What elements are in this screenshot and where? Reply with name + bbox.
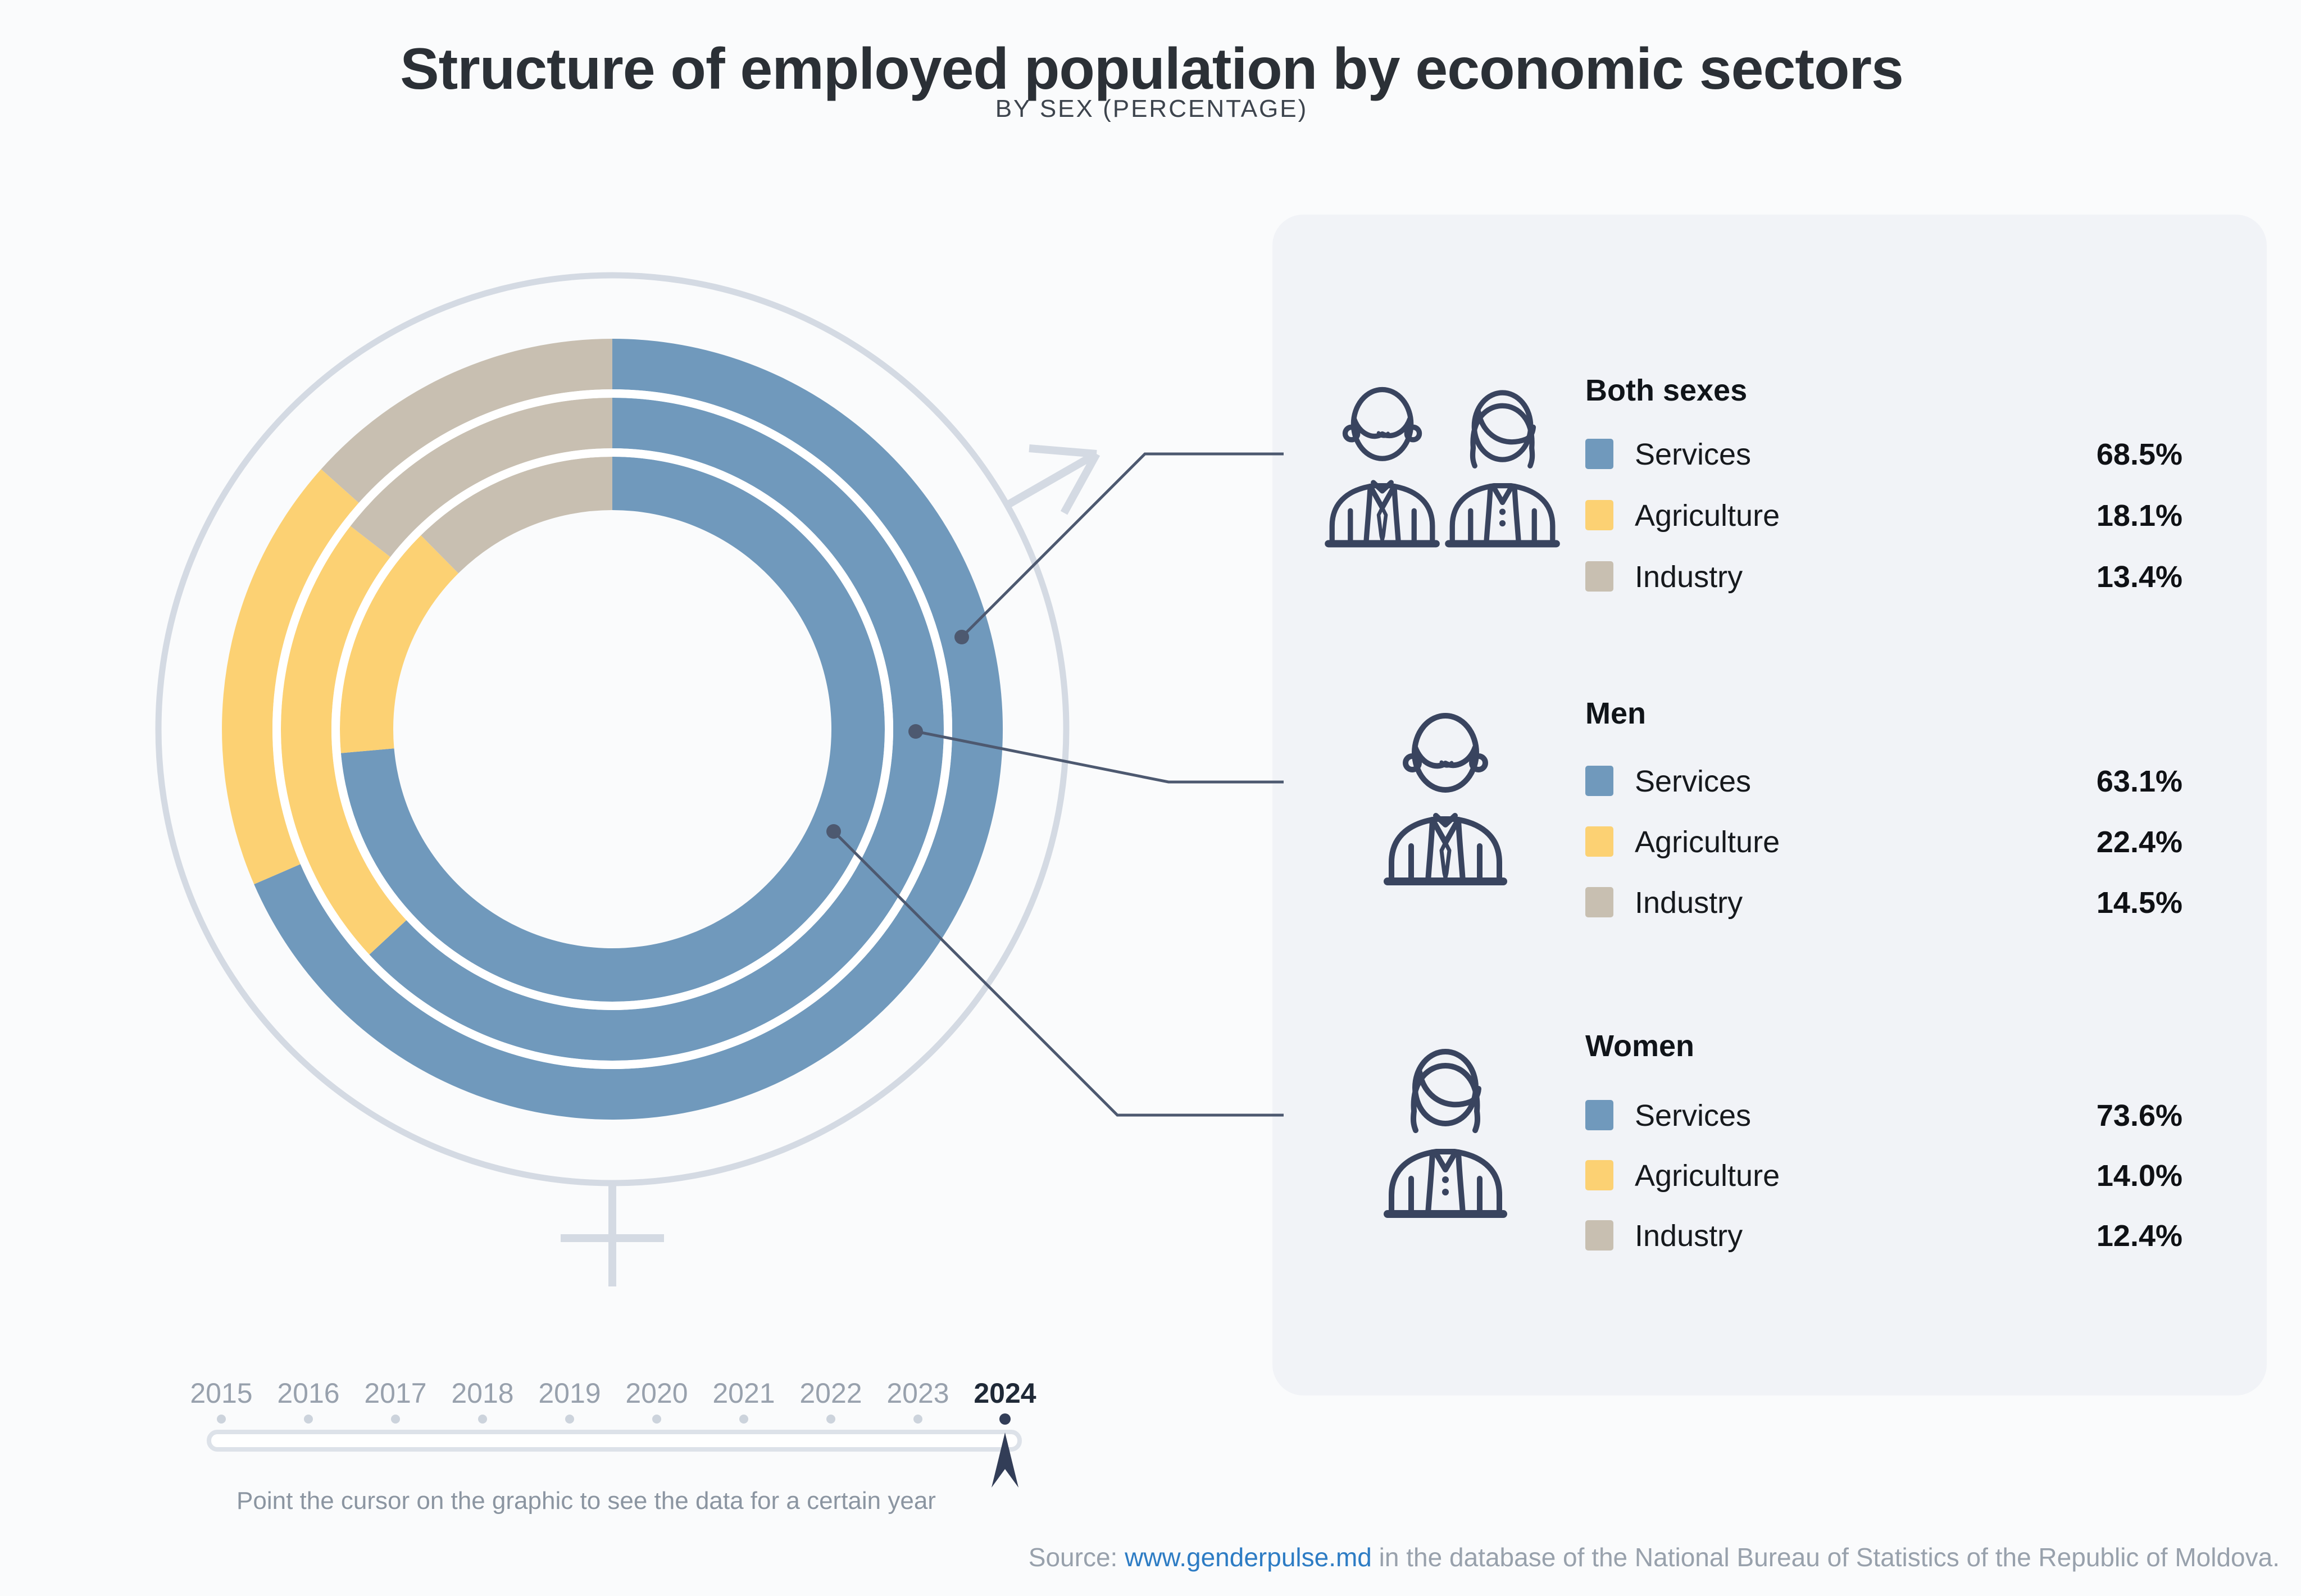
year-dot-2023[interactable] [913,1415,922,1424]
legend-label: Industry [1635,1219,1743,1253]
connector-men [915,730,1284,784]
swatch-industry [1585,887,1613,917]
year-label-2024[interactable]: 2024 [974,1377,1036,1409]
legend-label: Industry [1635,560,1743,594]
legend-label: Services [1635,765,1751,798]
year-label-2022[interactable]: 2022 [799,1377,862,1409]
group-title-men: Men [1585,697,1646,730]
legend-group-both-sexes: Both sexes Services 68.5% Agriculture 18… [1329,374,2182,594]
swatch-agriculture [1585,1160,1613,1190]
page-subtitle: BY SEX (PERCENTAGE) [995,95,1308,122]
donut-sector-men-services[interactable] [369,398,944,1061]
connector-both-sexes [961,452,1284,638]
gender-symbol [155,272,1101,1286]
legend-label: Industry [1635,886,1743,920]
page-title: Structure of employed population by econ… [400,37,1903,102]
swatch-services [1585,766,1613,796]
donut-sector-both-sexes-industry[interactable] [321,339,612,503]
donut-sector-women-industry[interactable] [421,457,612,574]
donut-sector-men-agriculture[interactable] [280,526,407,955]
group-title-women: Women [1585,1029,1694,1063]
source-link[interactable]: www.genderpulse.md [1124,1543,1372,1572]
legend-label: Agriculture [1635,825,1780,859]
year-dot-2021[interactable] [739,1415,748,1424]
legend-label: Agriculture [1635,1159,1780,1193]
donut-sector-both-sexes-agriculture[interactable] [222,469,359,884]
legend-value: 18.1% [2097,499,2182,533]
source-prefix: Source: [1029,1543,1125,1572]
year-slider[interactable]: 2015 2016 2017 2018 2019 2020 2021 2022 2023 2024 [190,1377,1036,1488]
year-dot-2015[interactable] [217,1415,226,1424]
legend-value: 13.4% [2097,560,2182,594]
year-label-2018[interactable]: 2018 [451,1377,513,1409]
legend-panel [1272,215,2267,1395]
swatch-services [1585,439,1613,469]
slider-hint: Point the cursor on the graphic to see t… [237,1487,936,1515]
swatch-agriculture [1585,500,1613,530]
donut-chart [222,339,1003,1120]
legend-label: Services [1635,1099,1751,1133]
legend-value: 14.5% [2097,886,2182,920]
swatch-industry [1585,1220,1613,1251]
year-label-2023[interactable]: 2023 [886,1377,949,1409]
legend-value: 14.0% [2097,1159,2182,1193]
ring-separators [272,389,952,1069]
year-label-2017[interactable]: 2017 [364,1377,426,1409]
swatch-services [1585,1100,1613,1130]
year-dot-2018[interactable] [478,1415,487,1424]
donut-sector-women-agriculture[interactable] [340,535,458,753]
swatch-agriculture [1585,826,1613,857]
source-line: Source: www.genderpulse.md in the databa… [1029,1543,2280,1572]
connector-women [833,830,1284,1117]
legend-label: Services [1635,438,1751,471]
year-dot-2017[interactable] [391,1415,400,1424]
legend-value: 12.4% [2097,1219,2182,1253]
connector-dot-both-sexes [954,630,969,644]
year-label-2020[interactable]: 2020 [625,1377,688,1409]
donut-sector-men-industry[interactable] [350,398,612,557]
legend-value: 68.5% [2097,438,2182,471]
slider-marker-icon[interactable] [992,1433,1018,1488]
year-dot-2019[interactable] [565,1415,574,1424]
slider-track[interactable] [207,1430,1022,1452]
legend-label: Agriculture [1635,499,1780,533]
connector-dot-women [826,824,841,839]
year-label-2019[interactable]: 2019 [538,1377,601,1409]
female-cross-icon [561,1183,664,1286]
year-label-2021[interactable]: 2021 [712,1377,775,1409]
year-labels: 2015 2016 2017 2018 2019 2020 2021 2022 2023 2024 [190,1377,1036,1425]
year-dot-2016[interactable] [304,1415,313,1424]
connector-dot-men [908,724,923,739]
male-arrow-icon [1005,444,1101,515]
year-dot-2020[interactable] [652,1415,661,1424]
legend-value: 22.4% [2097,825,2182,859]
year-dot-2024[interactable] [999,1413,1011,1425]
legend-value: 73.6% [2097,1099,2182,1133]
swatch-industry [1585,561,1613,592]
legend-group-women: Women Services 73.6% Agriculture 14.0% I… [1388,1029,2182,1253]
connector-lines [826,452,1284,1117]
group-title-both-sexes: Both sexes [1585,374,1747,407]
legend-group-men: Men Services 63.1% Agriculture 22.4% Ind… [1388,697,2182,920]
year-dot-2022[interactable] [826,1415,835,1424]
year-label-2015[interactable]: 2015 [190,1377,252,1409]
legend-value: 63.1% [2097,765,2182,798]
source-suffix: in the database of the National Bureau o… [1372,1543,2280,1572]
year-label-2016[interactable]: 2016 [277,1377,339,1409]
